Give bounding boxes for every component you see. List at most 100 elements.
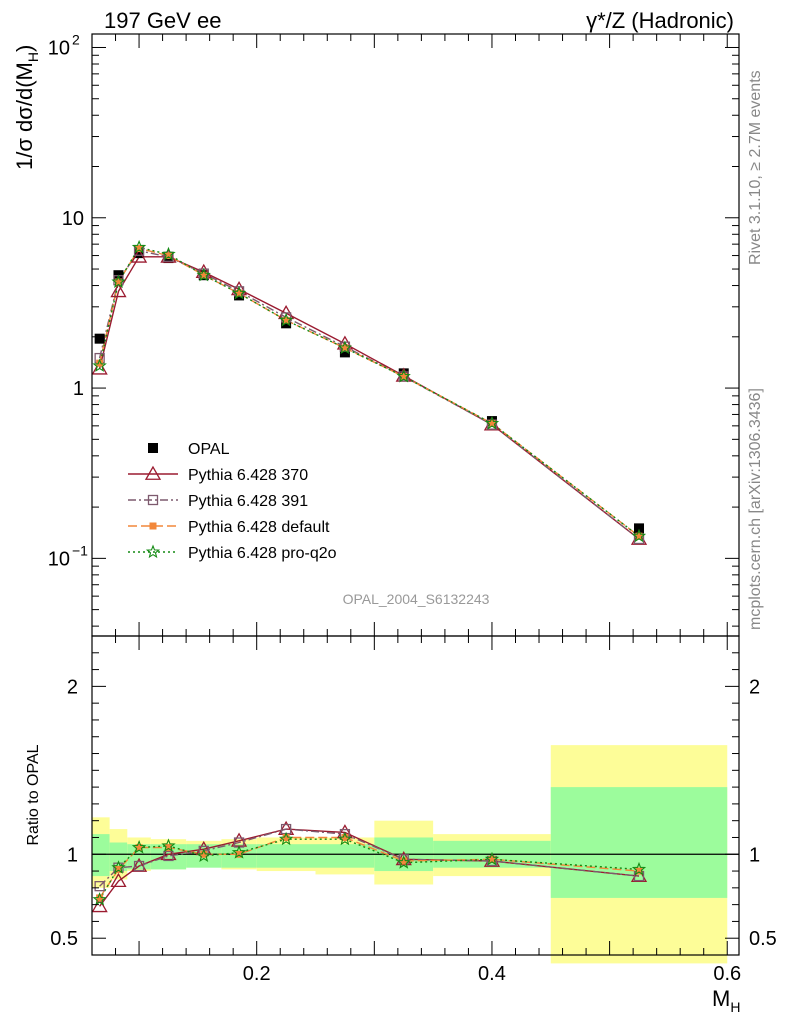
series-ratio-marker (337, 831, 352, 846)
legend-marker (148, 443, 158, 453)
series-ratio-marker (96, 894, 104, 902)
series-ratio-marker (163, 850, 174, 862)
series-marker (131, 239, 147, 254)
series-ratio-marker (396, 855, 411, 869)
series-marker (396, 369, 411, 383)
series-marker (400, 372, 408, 380)
series-ratio-marker (341, 833, 349, 841)
legend-marker (145, 544, 161, 559)
series-ratio-marker (114, 865, 122, 873)
x-axis-label: MH (712, 986, 740, 1015)
x-tick-label: 0.2 (243, 963, 271, 985)
tick-marks (91, 34, 739, 956)
series-marker (111, 274, 126, 289)
y-axis-label-main: 1/σ dσ/d(MH) (12, 45, 41, 170)
series-ratio-marker (94, 881, 105, 892)
legend-label: Pythia 6.428 391 (188, 493, 308, 510)
axes (91, 33, 740, 956)
y-tick-label-main: 10 (62, 208, 84, 230)
series-marker (631, 528, 647, 543)
series-ratio-marker (631, 861, 647, 876)
series-marker (341, 344, 349, 352)
markers (91, 239, 648, 913)
y-tick-label-main: 1 (73, 378, 84, 400)
y-tick-label-ratio: 1 (67, 844, 78, 866)
band-inner (315, 844, 375, 868)
series-line-main (98, 247, 640, 537)
opal-data-point (94, 333, 105, 344)
opal-data-point (634, 523, 645, 534)
y-tick-label-exponent: 2 (72, 31, 80, 47)
series-ratio-marker (484, 851, 500, 866)
y-tick-label-ratio-right: 0.5 (749, 928, 777, 950)
series-marker (282, 316, 290, 324)
y-tick-label-ratio: 2 (67, 676, 78, 698)
series-marker (91, 360, 108, 375)
y-tick-label-ratio-right: 2 (749, 676, 760, 698)
series-ratio-marker (196, 848, 211, 863)
series-ratio-marker (110, 872, 127, 888)
series-marker (231, 285, 247, 300)
series-marker (196, 267, 211, 282)
series-line-main (98, 250, 640, 540)
y-axis-label-ratio: Ratio to OPAL (25, 744, 42, 845)
series-ratio-marker (164, 844, 172, 852)
series-marker (635, 532, 643, 540)
title-left: 197 GeV ee (104, 8, 221, 33)
series-marker (96, 359, 104, 367)
series-marker (135, 245, 143, 253)
legend-marker (144, 465, 162, 480)
y-tick-label-exponent: −1 (72, 542, 88, 558)
series-ratio-marker (231, 845, 247, 859)
series-marker (110, 282, 127, 298)
series-lines (98, 246, 640, 907)
series-ratio-marker (630, 867, 648, 882)
ratio-plot-frame (91, 635, 740, 956)
band-inner (256, 844, 316, 868)
series-marker (161, 246, 176, 261)
series-line-main (98, 246, 640, 537)
series-ratio-marker (131, 840, 147, 854)
opal-data-point (134, 248, 145, 259)
y-tick-label-ratio-right: 1 (749, 844, 760, 866)
series-ratio-marker (161, 838, 176, 852)
y-tick-label-main: 10 (48, 548, 70, 570)
series-ratio-marker (130, 857, 148, 872)
y-tick-label-main: 10 (48, 37, 70, 59)
series-ratio-marker (91, 898, 108, 913)
legend-label: Pythia 6.428 default (188, 519, 330, 536)
series-ratio-marker (635, 867, 643, 875)
series-ratio-marker (111, 860, 126, 874)
series-marker (278, 312, 294, 327)
legend-label: Pythia 6.428 370 (188, 467, 308, 484)
y-tick-label-ratio: 0.5 (50, 928, 78, 950)
series-marker (92, 358, 107, 372)
legend-marker (149, 522, 157, 530)
opal-data-point (339, 347, 350, 358)
band-inner (92, 834, 110, 877)
side-label-bottom: mcplots.cern.ch [arXiv:1306.3436] (747, 388, 764, 630)
band-inner (550, 787, 728, 898)
legend-marker (147, 494, 159, 506)
series-line-ratio (99, 828, 640, 887)
series-marker (488, 419, 496, 427)
series-ratio-marker (279, 831, 294, 846)
series-ratio-marker (92, 892, 107, 906)
legend: OPAL Pythia 6.428 370 Pythia 6.428 391 Pyth… (128, 441, 337, 562)
series-marker (200, 271, 208, 279)
analysis-label: OPAL_2004_S6132243 (343, 591, 490, 607)
x-tick-label: 0.4 (478, 963, 506, 985)
series-ratio-marker (160, 845, 177, 861)
series-marker (484, 415, 500, 430)
x-tick-label: 0.6 (713, 963, 741, 985)
series-ratio-marker (135, 844, 143, 852)
series-ratio-marker (235, 850, 243, 858)
series-marker (235, 289, 243, 297)
series-ratio-marker (200, 850, 208, 858)
series-marker (337, 340, 353, 354)
legend-label: Pythia 6.428 pro-q2o (188, 545, 337, 562)
series-line-ratio (98, 838, 640, 900)
series-ratio-marker (282, 833, 290, 841)
